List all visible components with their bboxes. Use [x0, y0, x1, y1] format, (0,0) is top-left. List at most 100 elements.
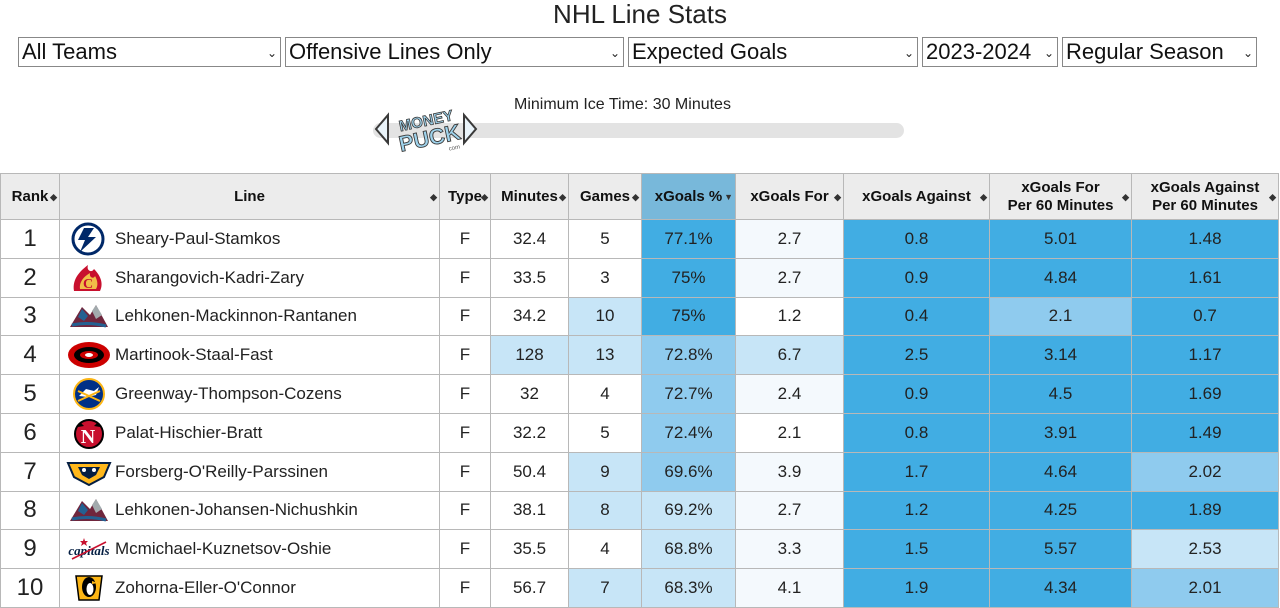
xgoals-pct-cell: 77.1%: [641, 219, 736, 259]
logo-text-sub: com: [448, 144, 460, 152]
column-header-xgoals-for[interactable]: xGoals For ◆: [735, 173, 844, 220]
type-cell: F: [439, 529, 491, 570]
rank-cell: 2: [0, 257, 60, 298]
minutes-cell: 32.2: [490, 412, 569, 453]
line-cell[interactable]: Greenway-Thompson-Cozens: [59, 374, 440, 414]
type-cell: F: [439, 219, 491, 259]
line-name: Martinook-Staal-Fast: [115, 345, 273, 365]
column-header-xgoals-for-per-60[interactable]: xGoals For Per 60 Minutes ◆: [989, 173, 1132, 220]
line-cell[interactable]: Lehkonen-Mackinnon-Rantanen: [59, 296, 440, 337]
minutes-cell: 35.5: [490, 529, 569, 570]
xgoals-against-per-60-cell: 2.53: [1131, 529, 1279, 570]
xgoals-against-per-60-cell: 1.61: [1131, 257, 1279, 298]
xgoals-against-cell: 1.2: [843, 490, 990, 531]
table-row: 3 Lehkonen-Mackinnon-Rantanen F 34.2 10 75% 1.…: [0, 296, 1279, 337]
chevron-down-icon: ⌄: [609, 46, 620, 60]
line-cell[interactable]: Sheary-Paul-Stamkos: [59, 219, 440, 259]
team-select[interactable]: All Teams ⌄: [18, 37, 281, 67]
xgoals-for-per-60-cell: 4.25: [989, 490, 1132, 531]
line-cell[interactable]: capitalsMcmichael-Kuznetsov-Oshie: [59, 529, 440, 570]
xgoals-pct-cell: 69.2%: [641, 490, 736, 531]
column-header-type[interactable]: Type ◆: [439, 173, 491, 220]
rank-cell: 8: [0, 490, 60, 531]
rank-cell: 5: [0, 374, 60, 414]
line-cell[interactable]: N Palat-Hischier-Bratt: [59, 412, 440, 453]
ice-time-slider-handle[interactable]: MONEY PUCK com: [374, 100, 478, 160]
column-header-minutes[interactable]: Minutes ◆: [490, 173, 569, 220]
capitals-logo-icon: capitals: [66, 532, 112, 566]
line-type-select-value: Offensive Lines Only: [289, 39, 492, 64]
line-name: Zohorna-Eller-O'Connor: [115, 578, 296, 598]
season-type-select-value: Regular Season: [1066, 39, 1224, 64]
line-name: Lehkonen-Johansen-Nichushkin: [115, 500, 358, 520]
team-select-value: All Teams: [22, 39, 117, 64]
sort-icon: ◆: [1122, 192, 1129, 202]
type-cell: F: [439, 451, 491, 492]
xgoals-pct-cell: 68.8%: [641, 529, 736, 570]
sort-icon: ◆: [559, 192, 566, 202]
line-cell[interactable]: Lehkonen-Johansen-Nichushkin: [59, 490, 440, 531]
table-row: 2 C Sharangovich-Kadri-Zary F 33.5 3 75% 2.7 0.9…: [0, 257, 1279, 298]
games-cell: 4: [568, 374, 642, 414]
table-row: 8 Lehkonen-Johansen-Nichushkin F 38.1 8 69.2%…: [0, 490, 1279, 531]
xgoals-against-per-60-cell: 2.02: [1131, 451, 1279, 492]
xgoals-for-cell: 6.7: [735, 335, 844, 376]
column-header-rank[interactable]: Rank ◆: [0, 173, 60, 220]
xgoals-against-cell: 1.7: [843, 451, 990, 492]
line-name: Greenway-Thompson-Cozens: [115, 384, 342, 404]
avalanche-logo-icon: [66, 299, 112, 333]
rank-cell: 3: [0, 296, 60, 337]
rank-cell: 4: [0, 335, 60, 376]
rank-cell: 7: [0, 451, 60, 492]
xgoals-against-cell: 2.5: [843, 335, 990, 376]
games-cell: 10: [568, 296, 642, 337]
column-header-games[interactable]: Games ◆: [568, 173, 642, 220]
column-header-xgoals-against-per-60[interactable]: xGoals Against Per 60 Minutes ◆: [1131, 173, 1279, 220]
type-cell: F: [439, 568, 491, 608]
column-header-xgoals-against[interactable]: xGoals Against ◆: [843, 173, 990, 220]
line-cell[interactable]: Zohorna-Eller-O'Connor: [59, 568, 440, 608]
line-name: Sheary-Paul-Stamkos: [115, 228, 281, 248]
xgoals-for-per-60-cell: 5.57: [989, 529, 1132, 570]
table-row: 9capitalsMcmichael-Kuznetsov-OshieF35.54…: [0, 529, 1279, 570]
sort-icon: ◆: [980, 192, 987, 202]
type-cell: F: [439, 335, 491, 376]
xgoals-for-cell: 2.4: [735, 374, 844, 414]
sort-icon: ◆: [834, 192, 841, 202]
xgoals-for-cell: 2.7: [735, 257, 844, 298]
xgoals-against-cell: 0.4: [843, 296, 990, 337]
line-type-select[interactable]: Offensive Lines Only ⌄: [285, 37, 624, 67]
chevron-down-icon: ⌄: [1043, 46, 1054, 60]
games-cell: 4: [568, 529, 642, 570]
season-type-select[interactable]: Regular Season ⌄: [1062, 37, 1257, 67]
minutes-cell: 50.4: [490, 451, 569, 492]
games-cell: 7: [568, 568, 642, 608]
xgoals-pct-cell: 68.3%: [641, 568, 736, 608]
line-name: Mcmichael-Kuznetsov-Oshie: [115, 539, 332, 559]
metric-select[interactable]: Expected Goals ⌄: [628, 37, 918, 67]
xgoals-pct-cell: 72.8%: [641, 335, 736, 376]
line-cell[interactable]: Forsberg-O'Reilly-Parssinen: [59, 451, 440, 492]
predators-logo-icon: [66, 455, 112, 489]
column-header-xgoals-pct[interactable]: xGoals % ▼: [641, 173, 736, 220]
svg-text:N: N: [81, 426, 96, 448]
line-cell[interactable]: C Sharangovich-Kadri-Zary: [59, 257, 440, 298]
type-cell: F: [439, 412, 491, 453]
xgoals-against-per-60-cell: 1.49: [1131, 412, 1279, 453]
line-stats-table: Rank ◆ Line ◆ Type ◆ Minutes ◆ Games ◆ xGoals…: [0, 173, 1279, 608]
line-cell[interactable]: Martinook-Staal-Fast: [59, 335, 440, 376]
sort-icon: ◆: [50, 192, 57, 202]
games-cell: 3: [568, 257, 642, 298]
chevron-down-icon: ⌄: [266, 46, 277, 60]
games-cell: 8: [568, 490, 642, 531]
rank-cell: 6: [0, 412, 60, 453]
ice-time-slider[interactable]: [373, 123, 904, 138]
sort-icon: ◆: [632, 192, 639, 202]
minutes-cell: 33.5: [490, 257, 569, 298]
season-select[interactable]: 2023-2024 ⌄: [922, 37, 1058, 67]
xgoals-against-cell: 0.9: [843, 257, 990, 298]
sort-icon: ◆: [1269, 192, 1276, 202]
xgoals-for-per-60-cell: 5.01: [989, 219, 1132, 259]
column-header-line[interactable]: Line ◆: [59, 173, 440, 220]
xgoals-against-cell: 1.5: [843, 529, 990, 570]
